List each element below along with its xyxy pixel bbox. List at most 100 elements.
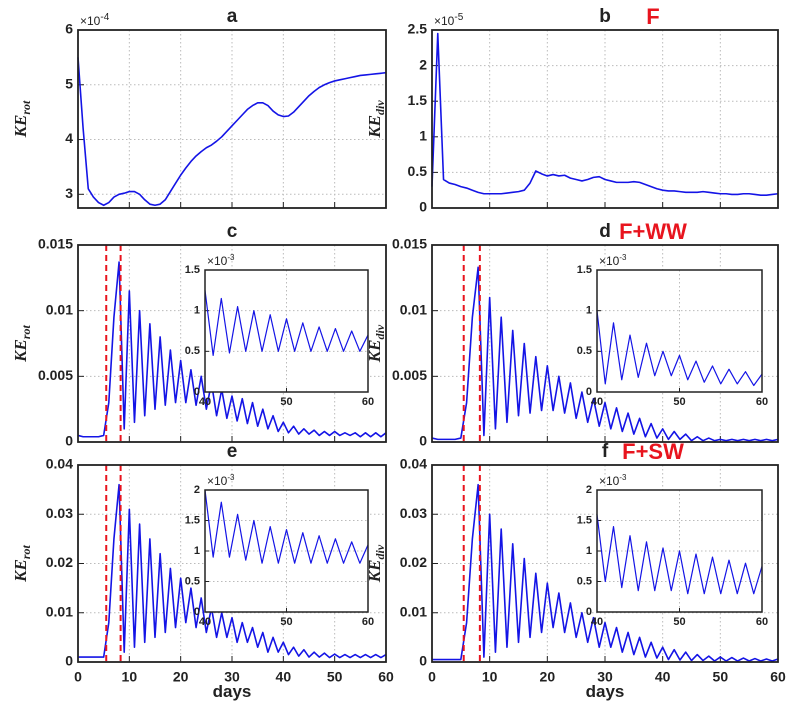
multiplier-base: ×10 <box>434 14 455 28</box>
y-label-subscript: div <box>373 544 387 559</box>
panel-title: c <box>227 221 238 242</box>
panel-title: a <box>227 6 238 27</box>
y-multiplier: ×10-3 <box>599 473 627 488</box>
x-tick-label: 30 <box>224 669 240 685</box>
y-label-subscript: div <box>373 324 387 339</box>
panel-title: d <box>599 221 611 242</box>
x-tick-label: 20 <box>173 669 189 685</box>
data-line <box>431 266 779 442</box>
multiplier-base: ×10 <box>207 474 228 488</box>
y-tick-label: 1 <box>586 545 592 557</box>
y-tick-label: 1 <box>194 545 200 557</box>
y-tick-label: 0.5 <box>577 575 592 587</box>
y-label-base: KE <box>365 115 384 139</box>
y-label-base: KE <box>11 115 30 139</box>
y-tick-label: 0 <box>419 199 427 215</box>
x-tick-label: 20 <box>540 669 556 685</box>
data-line <box>596 514 763 595</box>
y-tick-label: 0.5 <box>408 163 428 179</box>
y-tick-label: 0 <box>419 653 427 669</box>
y-tick-label: 0.02 <box>400 554 427 570</box>
y-label-base: KE <box>365 339 384 363</box>
multiplier-exponent: -5 <box>454 12 463 23</box>
y-tick-label: 0 <box>586 606 592 618</box>
x-tick-label: 60 <box>362 396 374 408</box>
x-tick-label: 40 <box>591 396 603 408</box>
x-axis-label: days <box>213 682 252 701</box>
y-tick-label: 1.5 <box>577 514 592 526</box>
x-tick-label: 60 <box>756 616 768 628</box>
y-tick-label: 2.5 <box>408 21 428 37</box>
y-tick-label: 0.5 <box>185 575 200 587</box>
y-label-subscript: rot <box>19 324 33 339</box>
y-tick-label: 1 <box>586 305 592 317</box>
y-tick-label: 1.5 <box>185 514 200 526</box>
x-tick-label: 40 <box>199 616 211 628</box>
data-line <box>596 310 763 387</box>
x-tick-label: 30 <box>597 669 613 685</box>
x-tick-label: 50 <box>327 669 343 685</box>
y-tick-label: 0.01 <box>400 603 427 619</box>
y-tick-label: 0.04 <box>46 456 73 472</box>
x-tick-label: 60 <box>770 669 786 685</box>
y-label-subscript: rot <box>19 100 33 115</box>
data-line <box>204 290 369 356</box>
data-line <box>204 489 369 564</box>
x-tick-label: 60 <box>362 616 374 628</box>
y-tick-label: 0.01 <box>46 603 73 619</box>
y-multiplier: ×10-3 <box>207 253 235 268</box>
multiplier-exponent: -3 <box>619 473 627 482</box>
y-tick-label: 2 <box>586 484 592 496</box>
y-tick-label: 6 <box>65 21 73 37</box>
x-tick-label: 40 <box>655 669 671 685</box>
data-line <box>431 32 779 196</box>
y-multiplier: ×10-5 <box>434 12 464 28</box>
y-tick-label: 0.02 <box>46 554 73 570</box>
y-axis-label: KErot <box>11 324 33 362</box>
y-multiplier: ×10-3 <box>599 253 627 268</box>
y-axis-label: KEdiv <box>365 100 387 139</box>
y-tick-label: 0 <box>419 433 427 449</box>
panel-title: b <box>599 6 611 27</box>
y-tick-label: 0.04 <box>400 456 427 472</box>
y-tick-label: 5 <box>65 75 73 91</box>
plot-frame <box>431 29 779 209</box>
y-multiplier: ×10-3 <box>207 473 235 488</box>
y-multiplier: ×10-4 <box>80 12 110 28</box>
inset-frame <box>596 489 763 613</box>
panel-annotation: F+WW <box>619 219 687 244</box>
y-tick-label: 1 <box>194 305 200 317</box>
data-line <box>77 261 387 438</box>
y-tick-label: 0 <box>586 386 592 398</box>
y-tick-label: 3 <box>65 185 73 201</box>
y-tick-label: 0 <box>65 433 73 449</box>
data-line <box>77 57 387 207</box>
y-tick-label: 0.005 <box>392 367 427 383</box>
x-tick-label: 40 <box>276 669 292 685</box>
x-tick-label: 0 <box>428 669 436 685</box>
y-tick-label: 0.01 <box>46 301 73 317</box>
multiplier-base: ×10 <box>599 254 620 268</box>
x-axis-label: days <box>586 682 625 701</box>
y-axis-label: KEdiv <box>365 324 387 363</box>
plot-frame <box>431 464 779 663</box>
y-axis-label: KErot <box>11 100 33 138</box>
x-tick-label: 40 <box>591 616 603 628</box>
plot-frame <box>431 244 779 443</box>
multiplier-exponent: -3 <box>619 253 627 262</box>
panel-annotation: F <box>646 4 659 29</box>
multiplier-base: ×10 <box>207 254 228 268</box>
multiplier-base: ×10 <box>599 474 620 488</box>
multiplier-exponent: -3 <box>227 473 235 482</box>
y-tick-label: 0.03 <box>400 505 427 521</box>
y-label-base: KE <box>11 559 30 583</box>
x-tick-label: 50 <box>280 396 292 408</box>
x-tick-label: 0 <box>74 669 82 685</box>
panel-title: e <box>227 441 238 462</box>
y-tick-label: 1.5 <box>577 264 592 276</box>
x-tick-label: 60 <box>378 669 394 685</box>
y-label-subscript: rot <box>19 544 33 559</box>
y-tick-label: 0.015 <box>392 236 427 252</box>
inset-frame <box>204 269 369 393</box>
